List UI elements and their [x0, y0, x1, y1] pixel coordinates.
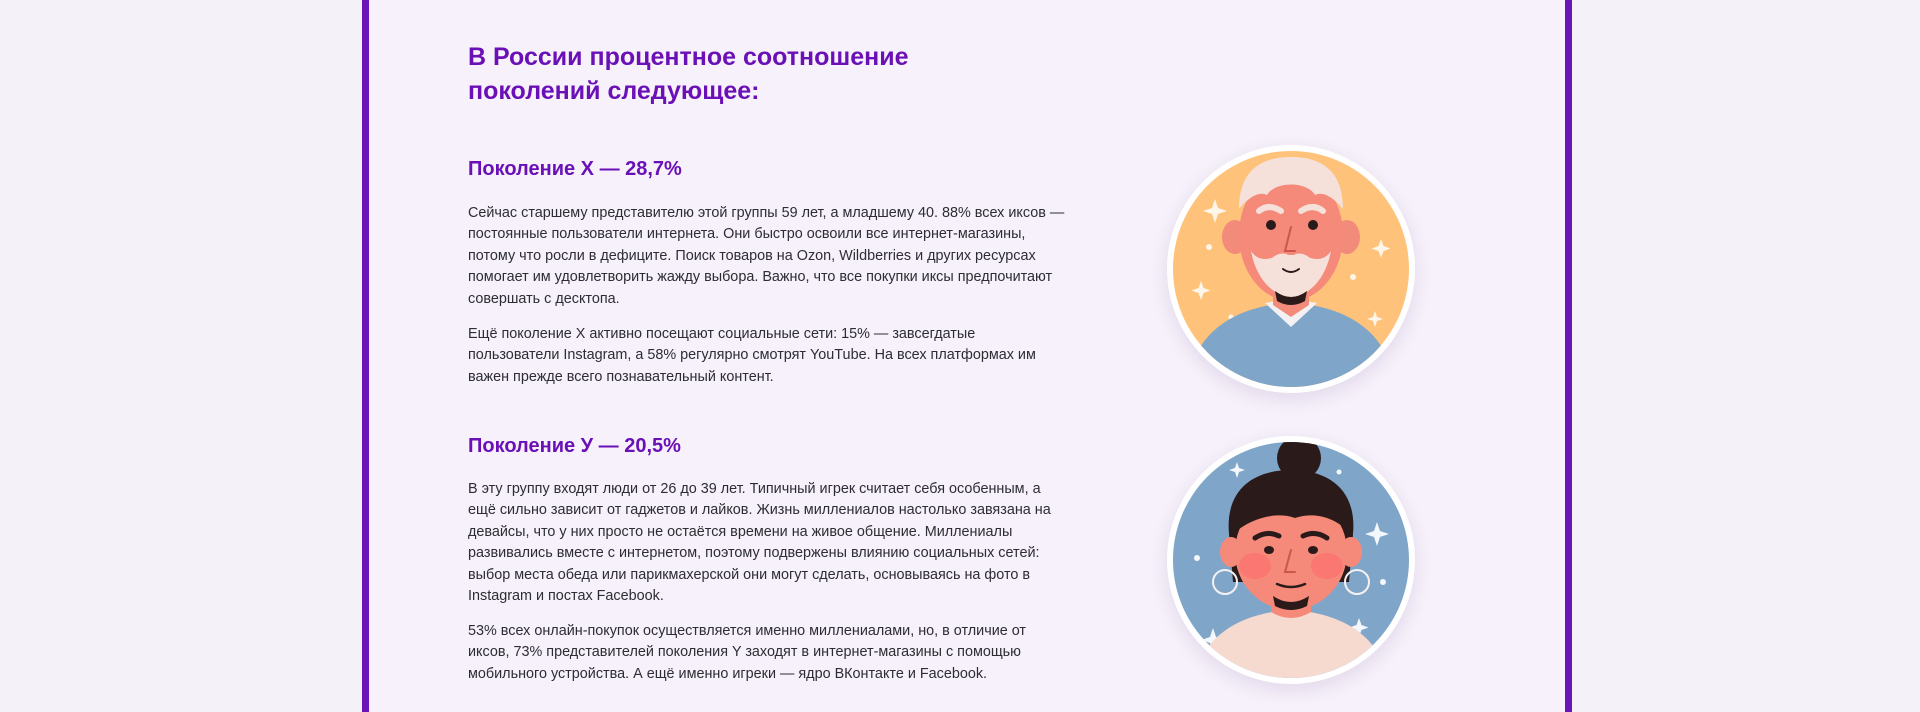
- section-heading-generation-x: Поколение Х — 28,7%: [468, 158, 682, 180]
- generation-y-paragraph-2: 53% всех онлайн-покупок осуществляется и…: [468, 623, 1027, 682]
- article-content: В России процентное соотношение поколени…: [468, 0, 1468, 712]
- page-title: В России процентное соотношение поколени…: [468, 43, 909, 105]
- elderly-man-avatar: [1167, 145, 1415, 393]
- elderly-man-illustration: [1173, 151, 1409, 387]
- generation-x-paragraph-1: Сейчас старшему представителю этой групп…: [468, 205, 1065, 307]
- millennial-woman-illustration: [1173, 442, 1409, 678]
- section-heading-generation-y: Поколение У — 20,5%: [468, 435, 681, 457]
- generation-y-paragraph-1: В эту группу входят люди от 26 до 39 лет…: [468, 481, 1051, 605]
- generation-x-paragraph-2: Ещё поколение Х активно посещают социаль…: [468, 326, 1036, 385]
- millennial-woman-avatar: [1167, 436, 1415, 684]
